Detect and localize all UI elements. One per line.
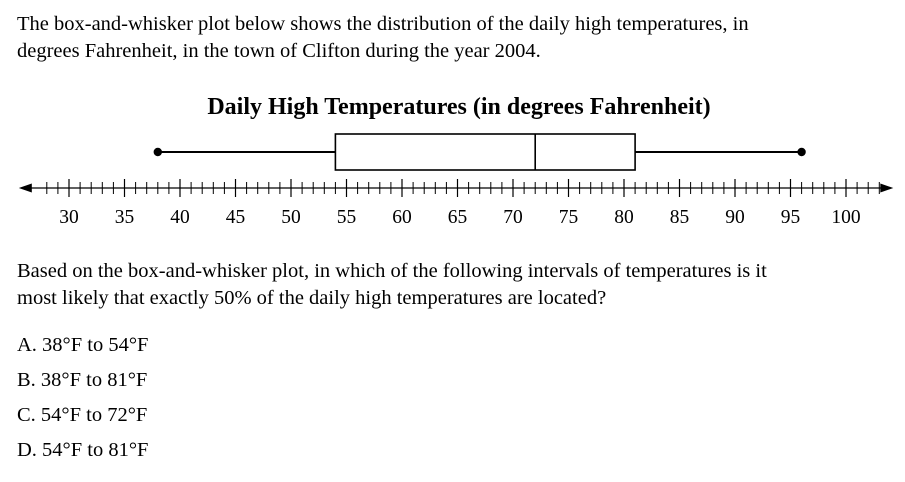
tick-label: 30	[59, 207, 79, 228]
tick-label: 85	[670, 207, 690, 228]
tick-label: 80	[614, 207, 634, 228]
number-line-ticks	[46, 179, 880, 197]
tick-label: 70	[503, 207, 523, 228]
tick-label: 100	[831, 207, 860, 228]
tick-label: 60	[392, 207, 412, 228]
tick-label: 35	[115, 207, 135, 228]
number-line-labels: 30 35 40 45 50 55 60 65 70 75 80 85 90 95 100	[59, 207, 860, 228]
tick-label: 65	[448, 207, 468, 228]
choice-a[interactable]: A. 38°F to 54°F	[17, 334, 149, 356]
tick-label: 75	[559, 207, 579, 228]
question-line-1: Based on the box-and-whisker plot, in wh…	[17, 260, 767, 282]
question-line-2: most likely that exactly 50% of the dail…	[17, 287, 607, 309]
intro-line-1: The box-and-whisker plot below shows the…	[17, 13, 749, 35]
chart-title: Daily High Temperatures (in degrees Fahr…	[207, 94, 710, 120]
maximum-point	[797, 147, 806, 157]
answer-choices: A. 38°F to 54°F B. 38°F to 81°F C. 54°F …	[17, 332, 148, 472]
tick-label: 50	[281, 207, 301, 228]
tick-label: 95	[781, 207, 801, 228]
axis-arrow-right	[880, 183, 894, 193]
number-line	[18, 183, 894, 193]
intro-line-2: degrees Fahrenheit, in the town of Clift…	[17, 40, 541, 62]
tick-label: 55	[337, 207, 357, 228]
axis-arrow-left	[18, 183, 32, 193]
intro-text: The box-and-whisker plot below shows the…	[17, 11, 887, 65]
choice-d[interactable]: D. 54°F to 81°F	[17, 439, 149, 461]
choice-b[interactable]: B. 38°F to 81°F	[17, 369, 148, 391]
question-text: Based on the box-and-whisker plot, in wh…	[17, 258, 887, 312]
box-and-whisker	[153, 133, 806, 171]
minimum-point	[153, 147, 162, 157]
box-plot: Daily High Temperatures (in degrees Fahr…	[18, 94, 894, 228]
tick-label: 40	[170, 207, 190, 228]
tick-label: 45	[226, 207, 246, 228]
interquartile-box	[334, 133, 636, 171]
choice-c[interactable]: C. 54°F to 72°F	[17, 404, 148, 426]
tick-label: 90	[725, 207, 745, 228]
